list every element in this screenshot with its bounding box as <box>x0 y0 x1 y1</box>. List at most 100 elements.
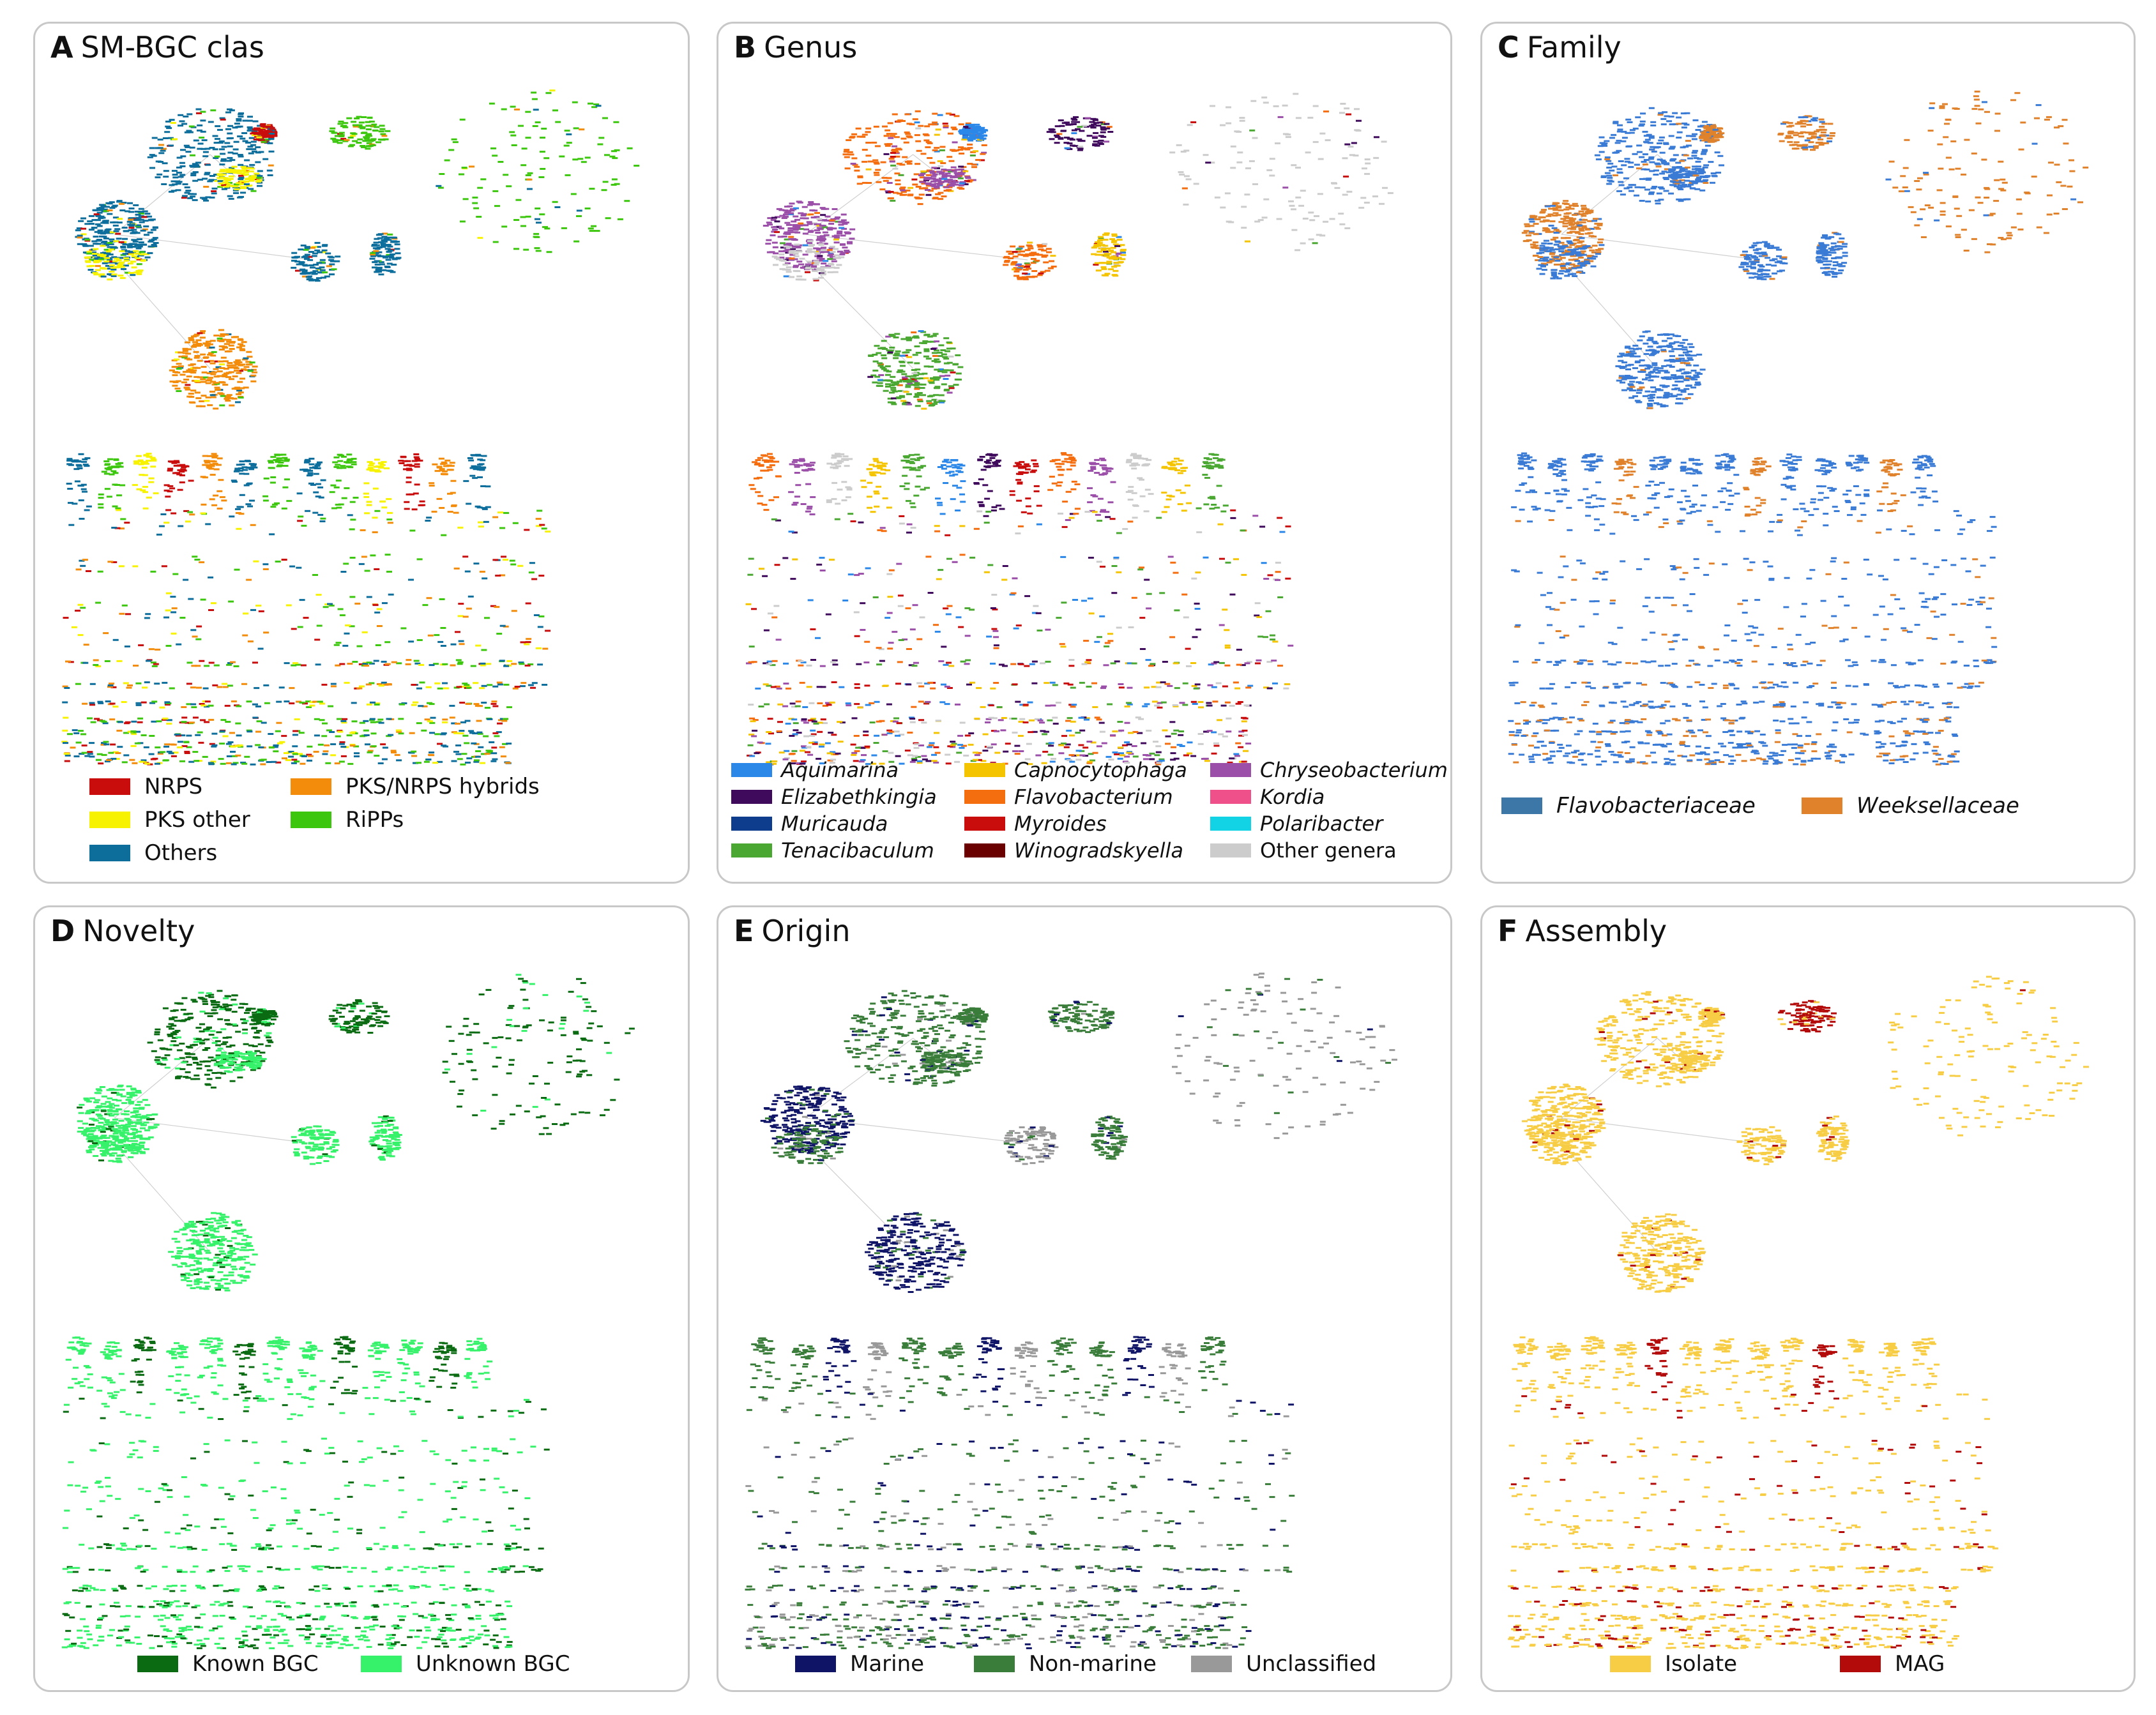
bgc-node <box>82 702 88 705</box>
bgc-node <box>930 340 936 343</box>
bgc-node <box>909 628 916 631</box>
bgc-node <box>223 368 229 370</box>
bgc-node <box>313 750 319 753</box>
bgc-node <box>242 634 248 637</box>
legend-swatch <box>89 845 130 861</box>
bgc-node <box>165 702 172 704</box>
bgc-node <box>1021 511 1027 513</box>
bgc-node <box>226 663 232 666</box>
bgc-node <box>284 458 290 461</box>
bgc-node <box>970 179 976 181</box>
bgc-node <box>915 197 922 200</box>
bgc-node <box>292 730 299 732</box>
bgc-node <box>367 461 373 464</box>
bgc-node <box>232 375 238 377</box>
bgc-node <box>800 215 807 217</box>
bgc-node <box>819 239 826 242</box>
bgc-node <box>1100 566 1105 568</box>
bgc-node <box>300 273 307 275</box>
bgc-node <box>1104 127 1111 130</box>
bgc-node <box>246 729 252 732</box>
bgc-node <box>128 243 134 245</box>
bgc-node <box>374 260 380 262</box>
bgc-node <box>413 453 420 455</box>
bgc-node <box>325 762 331 764</box>
bgc-node <box>1230 167 1236 169</box>
bgc-node <box>1180 492 1186 494</box>
bgc-node <box>905 375 911 378</box>
bgc-node <box>176 166 182 169</box>
bgc-node <box>379 125 385 127</box>
bgc-node <box>255 744 261 746</box>
bgc-node <box>411 750 417 753</box>
bgc-node <box>147 231 153 234</box>
bgc-node <box>893 354 899 356</box>
bgc-node <box>746 662 752 665</box>
bgc-node <box>1146 607 1152 610</box>
bgc-node <box>503 625 509 628</box>
bgc-node <box>1194 608 1201 610</box>
bgc-node <box>540 168 546 170</box>
bgc-node <box>98 258 105 261</box>
bgc-node <box>748 557 754 560</box>
bgc-node <box>915 393 920 395</box>
bgc-node <box>184 131 190 133</box>
bgc-node <box>196 760 202 762</box>
bgc-node <box>208 352 214 354</box>
bgc-node <box>840 213 847 216</box>
bgc-node <box>1042 254 1049 257</box>
bgc-node <box>512 522 519 524</box>
bgc-node <box>366 661 372 664</box>
bgc-node <box>131 246 137 248</box>
bgc-node <box>891 149 897 152</box>
bgc-node <box>227 132 233 135</box>
bgc-node <box>1093 244 1100 246</box>
bgc-node <box>386 239 392 241</box>
bgc-node <box>1051 459 1058 462</box>
bgc-node <box>763 469 770 472</box>
bgc-node <box>1017 276 1022 279</box>
bgc-node <box>107 209 113 211</box>
bgc-node <box>291 752 298 754</box>
bgc-node <box>151 245 158 248</box>
bgc-node <box>1070 464 1076 467</box>
bgc-node <box>308 457 315 460</box>
bgc-node <box>844 251 851 253</box>
bgc-node <box>846 232 852 234</box>
bgc-node <box>947 185 953 187</box>
bgc-node <box>178 365 184 368</box>
bgc-node <box>941 176 948 178</box>
bgc-node <box>756 476 763 479</box>
bgc-node <box>192 635 198 638</box>
bgc-node <box>220 118 226 121</box>
bgc-node <box>1134 464 1141 466</box>
bgc-node <box>943 378 949 380</box>
bgc-node <box>803 228 810 230</box>
bgc-node <box>755 459 761 462</box>
bgc-node <box>503 174 509 176</box>
bgc-node <box>474 755 481 758</box>
bgc-node <box>830 251 836 253</box>
bgc-node <box>119 612 125 615</box>
bgc-node <box>319 269 326 271</box>
bgc-node <box>237 469 243 472</box>
bgc-node <box>1116 257 1122 259</box>
bgc-node <box>188 339 195 342</box>
bgc-node <box>823 208 830 210</box>
bgc-node <box>791 531 798 534</box>
legend-label: Others <box>144 840 218 866</box>
bgc-node <box>109 240 116 243</box>
bgc-node <box>881 348 888 350</box>
bgc-node <box>789 202 795 205</box>
bgc-node <box>248 170 254 172</box>
bgc-node <box>190 172 197 175</box>
bgc-node <box>238 178 244 181</box>
legend-swatch <box>291 812 331 828</box>
bgc-node <box>247 356 253 358</box>
bgc-node <box>186 369 192 372</box>
bgc-node <box>926 400 932 402</box>
bgc-node <box>1097 242 1103 245</box>
bgc-node <box>1094 144 1100 147</box>
bgc-node <box>137 245 143 248</box>
bgc-node <box>103 222 109 224</box>
